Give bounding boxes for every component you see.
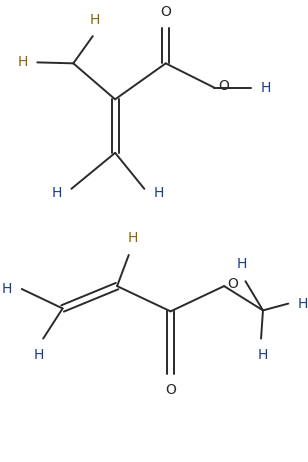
Text: H: H bbox=[261, 81, 271, 95]
Text: H: H bbox=[90, 13, 100, 27]
Text: H: H bbox=[34, 348, 44, 362]
Text: H: H bbox=[236, 257, 247, 272]
Text: H: H bbox=[51, 186, 62, 200]
Text: O: O bbox=[227, 277, 238, 291]
Text: H: H bbox=[154, 186, 164, 200]
Text: H: H bbox=[2, 282, 12, 296]
Text: H: H bbox=[128, 231, 138, 245]
Text: O: O bbox=[218, 79, 229, 93]
Text: O: O bbox=[165, 383, 176, 397]
Text: H: H bbox=[298, 297, 308, 310]
Text: H: H bbox=[258, 348, 268, 362]
Text: O: O bbox=[160, 5, 171, 18]
Text: H: H bbox=[17, 55, 28, 69]
